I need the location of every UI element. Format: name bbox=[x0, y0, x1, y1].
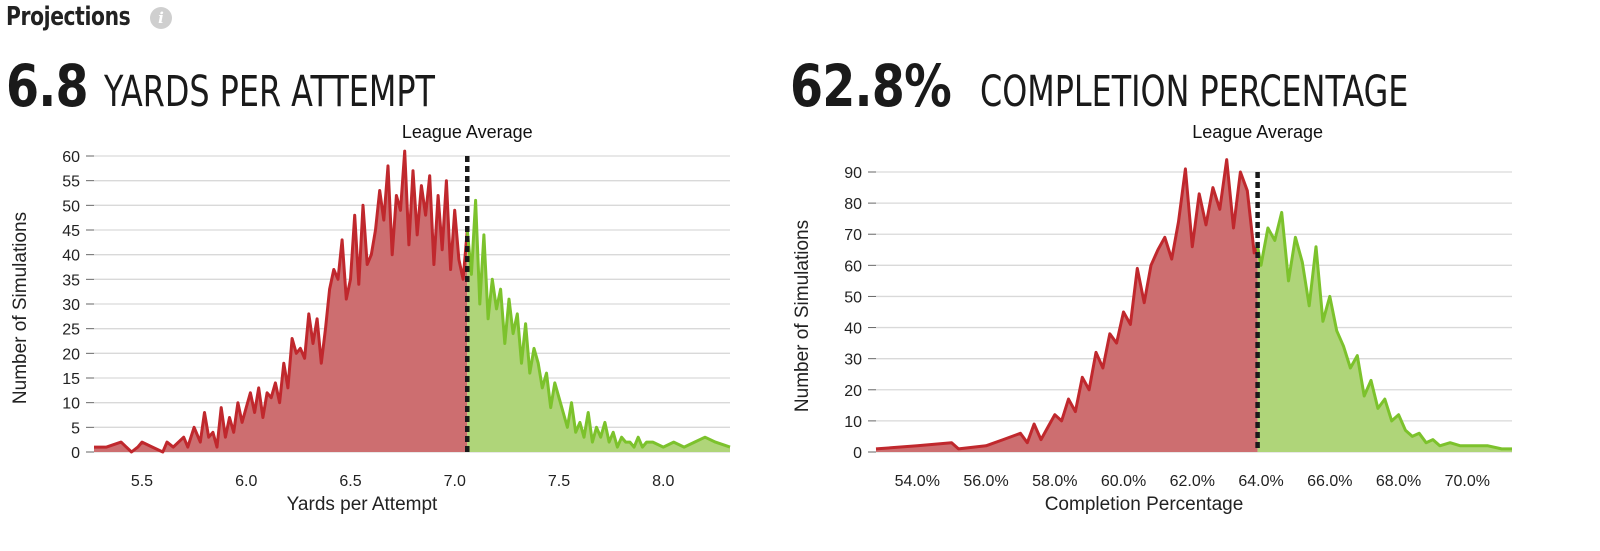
completion-y-tick-label: 90 bbox=[844, 165, 862, 182]
completion-headline: 62.8% COMPLETION PERCENTAGE bbox=[790, 52, 1559, 120]
completion-x-tick-label: 68.0% bbox=[1376, 473, 1421, 490]
ypa-y-tick-label: 30 bbox=[62, 297, 80, 314]
ypa-label: YARDS PER ATTEMPT bbox=[103, 67, 435, 117]
ypa-y-tick-label: 55 bbox=[62, 174, 80, 191]
section-title: Projections bbox=[6, 2, 131, 32]
completion-panel: 62.8% COMPLETION PERCENTAGE 0 10 20 30 40 50 60… bbox=[782, 0, 1572, 551]
ypa-x-tick-label: 6.0 bbox=[235, 473, 257, 490]
ypa-x-tick-label: 7.0 bbox=[444, 473, 466, 490]
ypa-headline: 6.8 YARDS PER ATTEMPT bbox=[6, 52, 551, 120]
completion-y-tick-label: 0 bbox=[853, 445, 862, 462]
section-header: Projections bbox=[6, 2, 165, 32]
ypa-y-tick-label: 0 bbox=[71, 445, 80, 462]
ypa-y-axis-title: Number of Simulations bbox=[10, 212, 31, 404]
completion-x-tick-label: 70.0% bbox=[1445, 473, 1490, 490]
completion-y-tick-label: 40 bbox=[844, 321, 862, 338]
ypa-y-tick-label: 25 bbox=[62, 322, 80, 339]
completion-x-tick-label: 54.0% bbox=[895, 473, 940, 490]
ypa-below-average-line bbox=[94, 149, 469, 454]
ypa-above-average-line bbox=[465, 198, 731, 449]
completion-x-tick-label: 56.0% bbox=[963, 473, 1008, 490]
ypa-value: 6.8 bbox=[6, 52, 89, 120]
completion-y-tick-label: 30 bbox=[844, 352, 862, 369]
completion-y-tick-label: 50 bbox=[844, 289, 862, 306]
completion-y-tick-label: 70 bbox=[844, 227, 862, 244]
ypa-above-average-area bbox=[467, 200, 730, 452]
ypa-x-axis-title: Yards per Attempt bbox=[287, 494, 438, 515]
completion-above-average-line bbox=[1256, 210, 1512, 451]
ypa-y-tick-label: 15 bbox=[62, 371, 80, 388]
completion-x-axis-title: Completion Percentage bbox=[1045, 494, 1244, 515]
completion-label: COMPLETION PERCENTAGE bbox=[980, 67, 1409, 117]
ypa-x-tick-label: 6.5 bbox=[339, 473, 361, 490]
ypa-y-tick-label: 5 bbox=[71, 420, 80, 437]
ypa-y-tick-label: 60 bbox=[62, 149, 80, 166]
completion-y-tick-label: 10 bbox=[844, 414, 862, 431]
completion-below-average-line bbox=[875, 158, 1259, 451]
ypa-league-average-label: League Average bbox=[402, 122, 533, 142]
ypa-y-tick-label: 20 bbox=[62, 346, 80, 363]
completion-y-axis-title: Number of Simulations bbox=[792, 220, 813, 412]
completion-x-tick-label: 58.0% bbox=[1032, 473, 1077, 490]
ypa-y-tick-label: 50 bbox=[62, 198, 80, 215]
completion-chart: 0 10 20 30 40 50 60 70 80 90 54.0% 56.0% 58.0% 60.0% 6… bbox=[792, 122, 1512, 515]
ypa-chart: 0 5 10 15 20 25 30 35 40 45 50 55 60 5.5 6.0 6.5 7.0 7.5 8… bbox=[10, 122, 731, 515]
ypa-x-tick-label: 5.5 bbox=[131, 473, 153, 490]
completion-value: 62.8% bbox=[790, 52, 952, 120]
ypa-x-tick-label: 7.5 bbox=[548, 473, 570, 490]
completion-below-average-area bbox=[876, 159, 1258, 452]
completion-y-tick-label: 20 bbox=[844, 383, 862, 400]
ypa-y-tick-label: 40 bbox=[62, 248, 80, 265]
completion-x-tick-label: 60.0% bbox=[1101, 473, 1146, 490]
ypa-y-tick-label: 10 bbox=[62, 396, 80, 413]
ypa-below-average-area bbox=[94, 151, 468, 452]
ypa-panel: 6.8 YARDS PER ATTEMPT 0 5 10 15 20 25 30 35 40 45 5… bbox=[0, 0, 790, 551]
completion-x-tick-label: 66.0% bbox=[1307, 473, 1352, 490]
ypa-y-tick-label: 45 bbox=[62, 223, 80, 240]
completion-x-tick-label: 64.0% bbox=[1238, 473, 1283, 490]
ypa-y-tick-label: 35 bbox=[62, 272, 80, 289]
completion-y-tick-label: 80 bbox=[844, 196, 862, 213]
info-icon[interactable]: i bbox=[150, 7, 172, 29]
completion-league-average-label: League Average bbox=[1192, 122, 1323, 142]
completion-x-tick-label: 62.0% bbox=[1170, 473, 1215, 490]
ypa-x-tick-label: 8.0 bbox=[652, 473, 674, 490]
completion-y-tick-label: 60 bbox=[844, 258, 862, 275]
completion-above-average-area bbox=[1257, 212, 1512, 452]
